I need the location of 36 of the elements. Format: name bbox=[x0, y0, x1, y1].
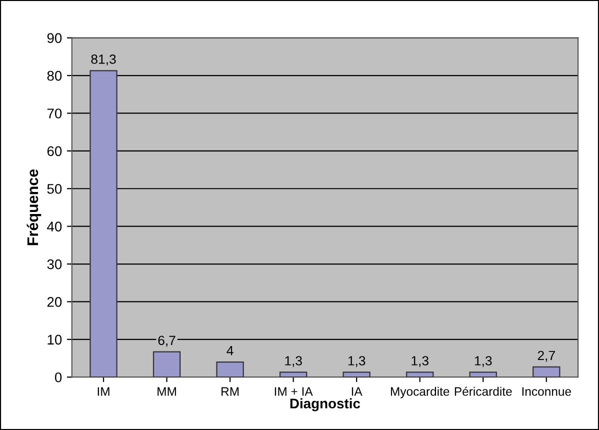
y-tick-label: 70 bbox=[47, 108, 62, 118]
y-tick-label: 30 bbox=[47, 259, 62, 270]
x-tick-label: IA bbox=[352, 387, 362, 396]
x-tick-label: Péricardite bbox=[454, 386, 512, 396]
bar bbox=[469, 372, 497, 378]
bar bbox=[90, 70, 118, 378]
x-tick-label: IM bbox=[98, 387, 110, 396]
bar bbox=[279, 372, 308, 378]
data-label: 81,3 bbox=[91, 54, 116, 66]
x-tick-label: Inconnue bbox=[522, 387, 572, 396]
data-label: 1,3 bbox=[348, 356, 366, 367]
data-label: 4 bbox=[226, 346, 234, 356]
bar bbox=[532, 366, 560, 378]
bar bbox=[216, 361, 244, 378]
data-label: 2,7 bbox=[538, 350, 555, 362]
y-tick-label: 10 bbox=[48, 334, 62, 345]
bar bbox=[342, 372, 370, 378]
y-tick-label: 90 bbox=[47, 33, 62, 44]
y-tick-label: 40 bbox=[47, 222, 62, 232]
x-tick-label: RM bbox=[222, 387, 239, 396]
x-tick-label: MM bbox=[158, 387, 176, 396]
x-axis-title: Diagnostic bbox=[290, 398, 360, 412]
y-tick-label: 0 bbox=[54, 372, 62, 382]
y-tick-label: 20 bbox=[47, 297, 62, 307]
x-tick-label: IM + IA bbox=[274, 387, 313, 396]
bar bbox=[406, 372, 434, 378]
y-tick-label: 80 bbox=[47, 70, 62, 81]
data-label: 1,3 bbox=[474, 356, 492, 367]
y-tick-label: 50 bbox=[47, 184, 62, 194]
y-axis-title: Fréquence bbox=[26, 169, 42, 246]
x-tick-label: Myocardite bbox=[390, 386, 450, 398]
data-label: 1,3 bbox=[285, 356, 302, 367]
data-label: 1,3 bbox=[412, 356, 428, 367]
bar bbox=[152, 351, 181, 378]
y-tick-label: 60 bbox=[47, 146, 62, 156]
data-label: 6,7 bbox=[158, 336, 176, 347]
